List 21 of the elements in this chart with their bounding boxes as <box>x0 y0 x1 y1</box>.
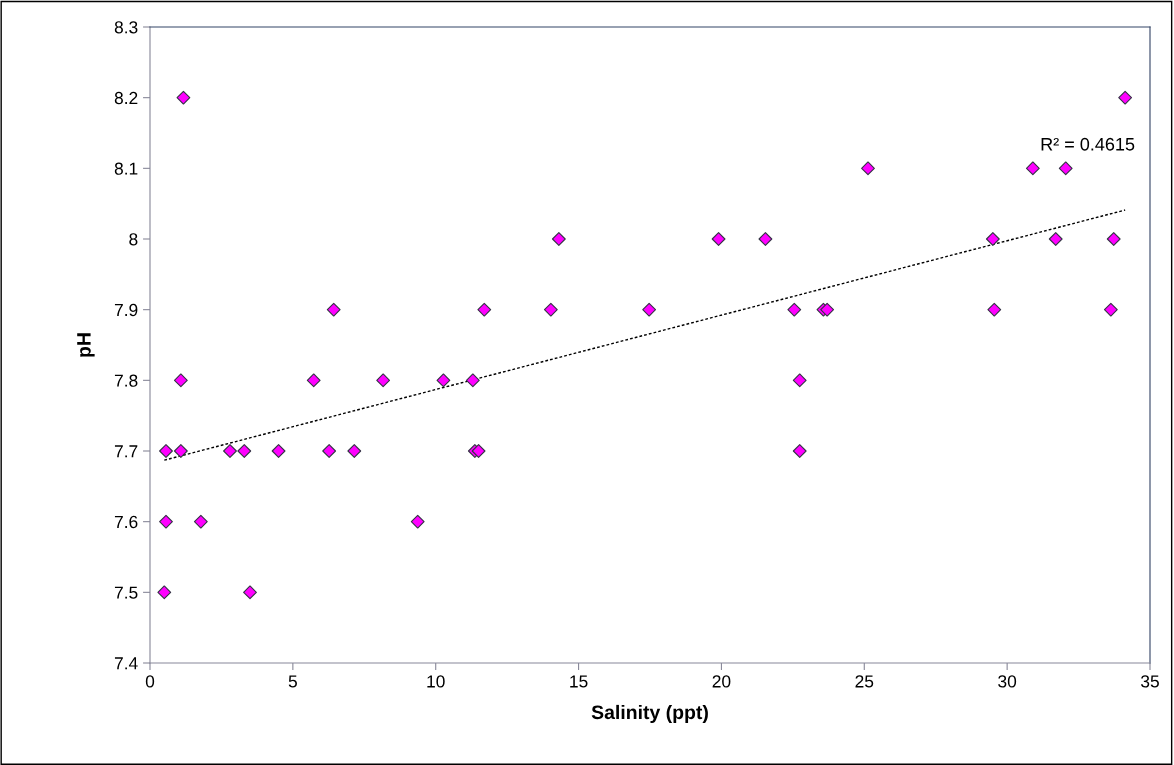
x-tick-label: 5 <box>288 675 297 688</box>
y-tick-label: 7.4 <box>114 657 138 670</box>
x-axis-title: Salinity (ppt) <box>591 704 708 723</box>
x-tick-label: 0 <box>145 675 155 688</box>
x-tick-label: 10 <box>427 675 445 688</box>
y-tick-label: 7.7 <box>114 445 138 458</box>
y-tick-label: 8 <box>129 233 138 246</box>
y-tick-label: 8.1 <box>114 162 138 175</box>
x-tick-label: 20 <box>712 675 731 688</box>
y-tick-label: 7.8 <box>114 374 138 387</box>
y-tick-label: 8.2 <box>114 91 138 105</box>
annotation: R² = 0.4615 <box>1041 137 1135 151</box>
x-tick-label: 15 <box>570 675 588 688</box>
y-tick-label: 7.9 <box>114 303 138 317</box>
x-tick-label: 35 <box>1141 675 1159 688</box>
x-tick-label: 30 <box>998 675 1017 688</box>
y-tick-label: 7.6 <box>114 515 138 529</box>
x-tick-label: 25 <box>855 675 874 688</box>
y-axis-title: pH <box>77 333 95 357</box>
y-tick-label: 7.5 <box>114 586 138 599</box>
y-tick-label: 8.3 <box>114 21 138 34</box>
